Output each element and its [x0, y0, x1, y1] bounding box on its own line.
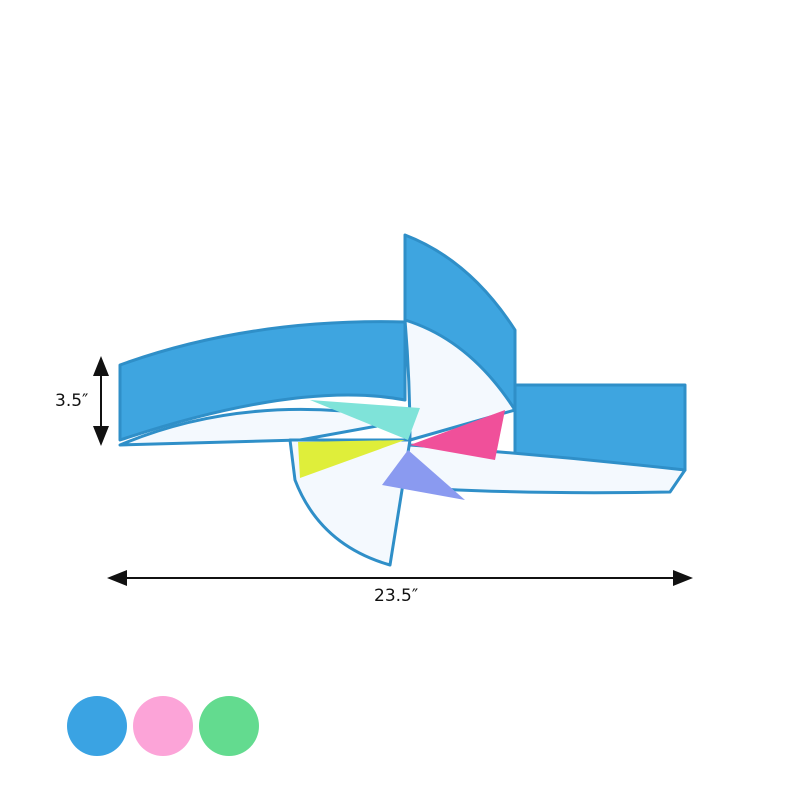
width-label: 23.5″	[374, 586, 419, 606]
blue-segment	[382, 450, 465, 500]
yellow-segment	[298, 440, 405, 478]
color-swatch-pink[interactable]	[133, 696, 193, 756]
left-blade	[118, 320, 407, 442]
color-swatch-blue[interactable]	[67, 696, 127, 756]
height-label: 3.5″	[55, 391, 89, 411]
pink-segment	[410, 410, 505, 460]
teal-segment	[310, 400, 420, 440]
color-swatch-green[interactable]	[199, 696, 259, 756]
bottom-blade	[288, 438, 412, 567]
